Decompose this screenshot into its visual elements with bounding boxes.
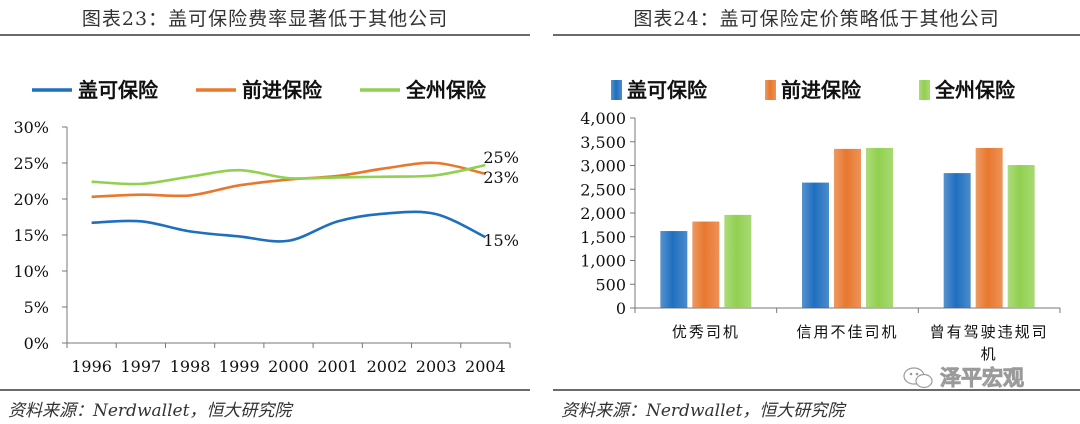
y-tick-label-0: 0% <box>24 334 49 353</box>
x-category-label-0-0: 优秀司机 <box>672 323 740 341</box>
x-tick-label-2: 1998 <box>170 357 211 376</box>
y-tick-label-1: 500 <box>595 275 626 294</box>
x-category-label-2-1: 机 <box>981 345 998 363</box>
figure-24-source: 资料来源：Nerdwallet，恒大研究院 <box>561 401 845 421</box>
bar-0-1 <box>692 221 720 308</box>
figure-23-bottom-rule <box>0 389 530 391</box>
x-tick-label-4: 2000 <box>268 357 309 376</box>
bar-0-2 <box>724 214 752 308</box>
figure-24-bottom-rule <box>553 389 1080 391</box>
wechat-watermark: 泽平宏观 <box>903 366 1024 390</box>
series-line-0 <box>91 210 486 243</box>
figure-23-panel: 图表23：盖可保险费率显著低于其他公司 盖可保险 前进保险 全州保险 0% 5% 10%… <box>0 0 530 424</box>
y-tick-label-3: 15% <box>13 226 49 245</box>
x-tick-label-1: 1997 <box>120 357 161 376</box>
legend-swatch-2 <box>919 80 930 100</box>
figure-23-title: 图表23：盖可保险费率显著低于其他公司 <box>81 8 449 30</box>
x-tick-label-0: 1996 <box>71 357 112 376</box>
series-line-2 <box>91 163 486 186</box>
x-category-label-1-0: 信用不佳司机 <box>796 323 898 341</box>
x-category-label-2-0: 曾有驾驶违规司 <box>930 323 1049 341</box>
figure-24-panel: 图表24：盖可保险定价策略低于其他公司 盖可保险 前进保险 全州保险 0 500 1,0… <box>553 0 1080 424</box>
y-tick-label-6: 30% <box>13 118 49 137</box>
y-tick-label-1: 5% <box>24 298 49 317</box>
legend-label-0: 盖可保险 <box>78 78 159 102</box>
wechat-icon <box>903 367 933 389</box>
y-tick-label-4: 2,000 <box>580 204 626 223</box>
bar-1-2 <box>866 147 893 308</box>
end-label-2: 25% <box>483 148 519 167</box>
line-chart: 盖可保险 前进保险 全州保险 0% 5% 10% 15% 20% 25% 30% 1996 1997… <box>13 78 519 376</box>
x-tick-label-3: 1999 <box>219 357 260 376</box>
y-tick-label-5: 25% <box>13 154 49 173</box>
legend-label-1: 前进保险 <box>242 78 323 102</box>
y-tick-label-2: 10% <box>13 262 49 281</box>
legend-label-1: 前进保险 <box>781 78 862 102</box>
line-chart-series <box>91 161 486 243</box>
bar-0-0 <box>660 231 688 308</box>
x-tick-label-5: 2001 <box>317 357 358 376</box>
line-chart-end-labels: 15% 23%25% <box>483 148 519 250</box>
bar-chart-legend: 盖可保险 前进保险 全州保险 <box>611 78 1016 102</box>
line-chart-legend: 盖可保险 前进保险 全州保险 <box>32 78 487 102</box>
y-tick-label-2: 1,000 <box>580 252 626 271</box>
figure-24-title: 图表24：盖可保险定价策略低于其他公司 <box>633 8 1000 30</box>
figure-23-top-rule <box>0 34 530 36</box>
y-tick-label-5: 2,500 <box>580 180 626 199</box>
legend-swatch-0 <box>611 80 622 100</box>
y-tick-label-7: 3,500 <box>580 133 626 152</box>
line-chart-axes: 0% 5% 10% 15% 20% 25% 30% 1996 1997 1998 1999 2000 2… <box>13 118 511 376</box>
y-tick-label-4: 20% <box>13 190 49 209</box>
y-tick-label-8: 4,000 <box>580 109 626 128</box>
bar-1-1 <box>834 148 861 308</box>
x-tick-label-8: 2004 <box>465 357 506 376</box>
figure-23-source: 资料来源：Nerdwallet，恒大研究院 <box>8 401 292 421</box>
bar-2-2 <box>1007 165 1035 308</box>
figure-24-top-rule <box>553 34 1080 36</box>
bar-2-1 <box>975 147 1003 308</box>
series-line-1 <box>91 161 486 199</box>
end-label-1: 23% <box>483 168 519 187</box>
bar-2-0 <box>943 173 971 308</box>
bar-chart-bars <box>660 147 1035 308</box>
watermark-text: 泽平宏观 <box>940 366 1024 390</box>
legend-label-2: 全州保险 <box>934 78 1016 102</box>
bar-chart-axes: 0 500 1,000 1,500 2,000 2,500 3,000 3,500 4,000 优… <box>580 109 1061 363</box>
y-tick-label-0: 0 <box>616 299 626 318</box>
legend-swatch-1 <box>765 80 776 100</box>
y-tick-label-3: 1,500 <box>580 228 626 247</box>
x-tick-label-7: 2003 <box>416 357 457 376</box>
y-tick-label-6: 3,000 <box>580 157 626 176</box>
end-label-0: 15% <box>483 231 519 250</box>
legend-label-0: 盖可保险 <box>627 78 708 102</box>
x-tick-label-6: 2002 <box>367 357 408 376</box>
legend-label-2: 全州保险 <box>405 78 487 102</box>
bar-chart: 盖可保险 前进保险 全州保险 0 500 1,000 1,500 2,000 2,500 3,0… <box>580 78 1061 363</box>
bar-1-0 <box>802 182 829 308</box>
